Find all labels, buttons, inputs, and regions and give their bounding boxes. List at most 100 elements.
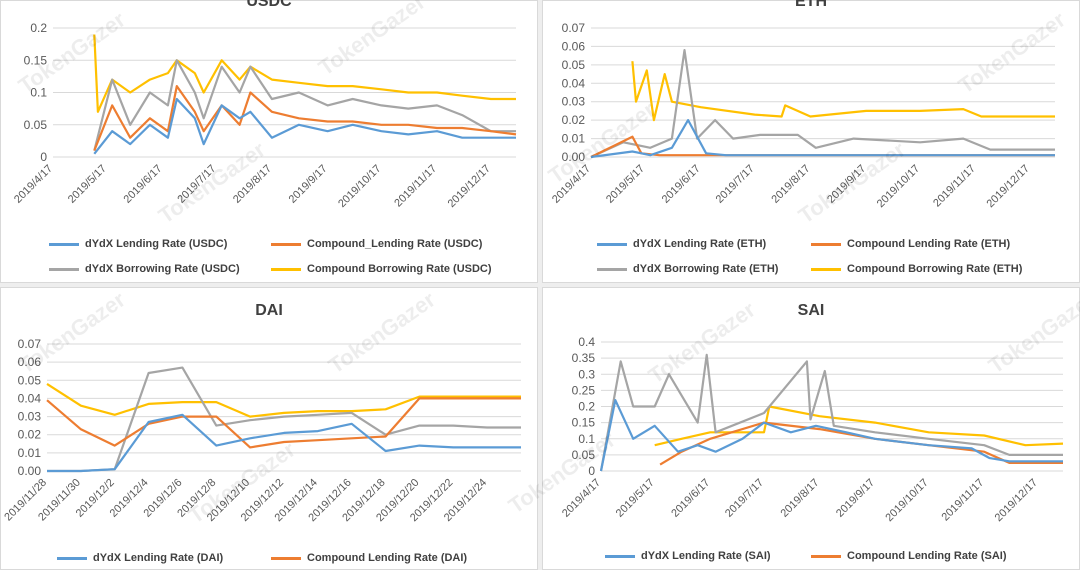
series-line-gray <box>599 353 1063 472</box>
x-tick-label: 2019/11/17 <box>939 477 986 524</box>
legend-label: Compound Lending Rate (SAI) <box>847 550 1007 562</box>
legend-dydx-borrowing: dYdX Borrowing Rate (ETH) <box>597 263 778 275</box>
y-tick-label: 0.1 <box>30 86 47 100</box>
y-tick-label: 0.15 <box>24 53 48 67</box>
legend-label: dYdX Lending Rate (DAI) <box>93 552 224 564</box>
x-tick-label: 2019/4/17 <box>560 477 603 520</box>
sai-chart-panel: SAI 0 0.05 0.1 0.15 0.2 0.25 0.3 0.35 0.4 2019/4/… <box>542 287 1080 570</box>
x-tick-label: 2019/4/17 <box>12 163 55 206</box>
series-line-yellow <box>93 34 516 113</box>
x-tick-label: 2019/6/17 <box>122 163 165 206</box>
legend-dydx-lending: dYdX Lending Rate (USDC) <box>49 238 228 250</box>
legend-dydx-lending: dYdX Lending Rate (DAI) <box>57 552 224 564</box>
y-tick-label: 0 <box>40 150 47 164</box>
y-tick-label: 0.01 <box>18 446 42 460</box>
legend-swatch <box>811 555 841 558</box>
legend-label: Compound_Lending Rate (USDC) <box>307 238 483 250</box>
legend-label: dYdX Lending Rate (ETH) <box>633 238 767 250</box>
legend-swatch <box>271 268 301 271</box>
legend-swatch <box>271 243 301 246</box>
y-tick-label: 0.05 <box>18 373 42 387</box>
chart-title: USDC <box>246 0 292 10</box>
legend-compound-lending: Compound Lending Rate (SAI) <box>811 550 1007 562</box>
x-tick-label: 2019/6/17 <box>660 163 703 206</box>
x-tick-label: 2019/9/17 <box>287 163 330 206</box>
legend-compound-borrowing: Compound Borrowing Rate (ETH) <box>811 263 1023 275</box>
chart-title: ETH <box>795 0 827 10</box>
series-line-orange <box>46 397 521 449</box>
legend-swatch <box>605 555 635 558</box>
dai-chart-svg: 0.000.010.020.030.040.050.060.072019/11/… <box>2 337 521 524</box>
x-tick-label: 2019/10/17 <box>883 477 930 524</box>
y-tick-label: 0.35 <box>572 351 596 365</box>
x-tick-label: 2019/8/17 <box>778 477 821 520</box>
y-tick-label: 0.02 <box>18 428 42 442</box>
series-line-orange <box>93 84 517 152</box>
series-line-blue <box>590 118 1055 159</box>
eth-chart-svg: 0.00 0.01 0.02 0.03 0.04 0.05 0.06 0.07 2019/4/1… <box>550 21 1055 210</box>
series-line-gray <box>590 48 1055 159</box>
x-tick-label: 2019/5/17 <box>614 477 657 520</box>
legend-label: dYdX Borrowing Rate (USDC) <box>85 263 240 275</box>
y-tick-label: 0.15 <box>572 416 596 430</box>
series-line-yellow <box>654 405 1064 447</box>
legend-swatch <box>811 268 841 271</box>
series-line-yellow <box>46 382 521 418</box>
y-tick-label: 0 <box>588 464 595 478</box>
horizontal-divider <box>0 283 1080 287</box>
legend-dydx-lending: dYdX Lending Rate (ETH) <box>597 238 767 250</box>
x-tick-label: 2019/4/17 <box>550 163 593 206</box>
series-line-blue <box>93 97 516 155</box>
y-tick-label: 0.05 <box>572 448 596 462</box>
x-tick-label: 2019/10/17 <box>875 163 922 210</box>
legend-swatch <box>271 557 301 560</box>
legend-swatch <box>811 243 841 246</box>
legend-label: dYdX Lending Rate (SAI) <box>641 550 771 562</box>
y-tick-label: 0.03 <box>18 410 42 424</box>
legend-swatch <box>49 243 79 246</box>
y-tick-label: 0.01 <box>562 132 586 146</box>
x-tick-label: 2019/12/17 <box>446 163 493 210</box>
x-tick-label: 2019/10/17 <box>336 163 383 210</box>
y-tick-label: 0.2 <box>578 400 595 414</box>
legend-swatch <box>49 268 79 271</box>
legend-compound-lending: Compound Lending Rate (DAI) <box>271 552 467 564</box>
legend-compound-borrowing: Compound Borrowing Rate (USDC) <box>271 263 492 275</box>
dai-chart-panel: DAI 0.00 0.01 0.02 0.03 0.04 0.05 0.06 0.07 2019… <box>0 287 538 570</box>
y-tick-label: 0.04 <box>562 76 586 90</box>
y-tick-label: 0.00 <box>18 464 42 478</box>
series-line-gray <box>47 366 521 473</box>
legend-label: Compound Borrowing Rate (ETH) <box>847 263 1023 275</box>
x-tick-label: 2019/11/17 <box>931 163 978 210</box>
x-tick-label: 2019/7/17 <box>714 163 757 206</box>
y-tick-label: 0.06 <box>18 355 42 369</box>
legend-swatch <box>597 268 627 271</box>
y-tick-label: 0.04 <box>18 391 42 405</box>
y-tick-label: 0.07 <box>18 337 42 351</box>
legend-label: dYdX Lending Rate (USDC) <box>85 238 228 250</box>
series-line-yellow <box>631 61 1055 122</box>
x-tick-label: 2019/5/17 <box>604 163 647 206</box>
y-tick-label: 0.05 <box>24 118 48 132</box>
x-tick-label: 2019/12/17 <box>985 163 1032 210</box>
x-tick-label: 2019/11/17 <box>392 163 439 210</box>
sai-chart-svg: 0 0.05 0.1 0.15 0.2 0.25 0.3 0.35 0.4 2019/4/17 20… <box>560 335 1064 524</box>
y-tick-label: 0.4 <box>578 335 595 349</box>
legend-label: Compound Borrowing Rate (USDC) <box>307 263 492 275</box>
eth-chart-panel: ETH 0.00 0.01 0.02 0.03 0.04 0.05 0.06 0.07 2019… <box>542 0 1080 283</box>
series-line-gray <box>93 59 516 151</box>
x-tick-label: 2019/7/17 <box>723 477 766 520</box>
y-tick-label: 0.3 <box>578 367 595 381</box>
y-tick-label: 0.03 <box>562 95 586 109</box>
legend-swatch <box>57 557 87 560</box>
legend-compound-lending: Compound Lending Rate (ETH) <box>811 238 1011 250</box>
x-tick-label: 2019/9/17 <box>834 477 877 520</box>
x-tick-label: 2019/12/17 <box>993 477 1040 524</box>
legend-label: Compound Lending Rate (ETH) <box>847 238 1011 250</box>
y-tick-label: 0.07 <box>562 21 586 35</box>
series-line-blue <box>599 398 1063 472</box>
x-tick-label: 2019/7/17 <box>175 163 218 206</box>
y-tick-label: 0.02 <box>562 113 586 127</box>
x-tick-label: 2019/8/17 <box>231 163 274 206</box>
chart-title: SAI <box>797 302 825 319</box>
